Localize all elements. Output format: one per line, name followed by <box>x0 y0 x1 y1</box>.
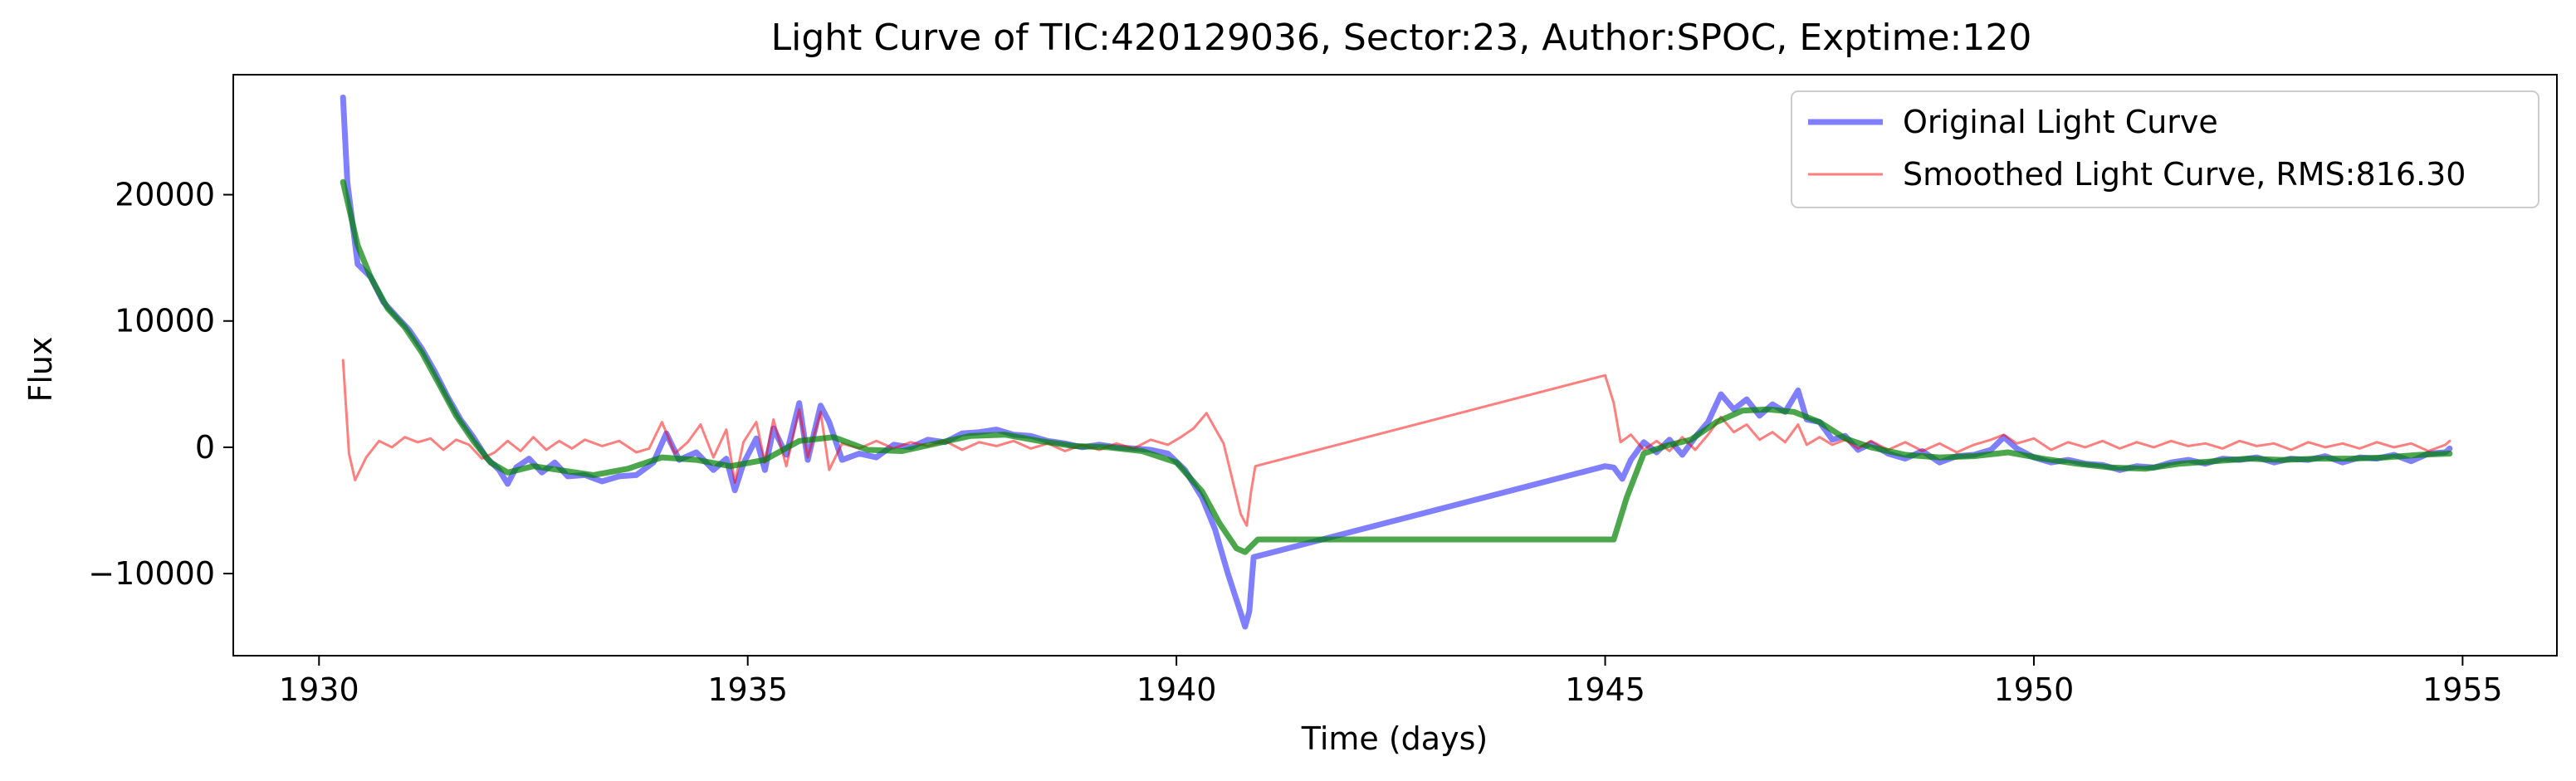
plot-frame <box>232 74 2558 657</box>
x-tick-label: 1940 <box>1136 671 1217 708</box>
trend-line <box>340 178 2453 555</box>
smoothed-light-curve-line <box>341 359 2451 527</box>
x-tick-label: 1935 <box>707 671 788 708</box>
legend-box <box>1791 90 2539 208</box>
legend-label-original: Original Light Curve <box>1903 104 2218 140</box>
y-tick-label: 0 <box>195 429 215 466</box>
y-axis-ticks: 20000 10000 0 −10000 <box>88 177 233 592</box>
x-tick-label: 1945 <box>1565 671 1645 708</box>
chart-title: Light Curve of TIC:420129036, Sector:23,… <box>771 17 2032 59</box>
y-tick-label: −10000 <box>88 555 215 592</box>
legend: Original Light Curve Smoothed Light Curv… <box>1791 90 2539 208</box>
y-tick-label: 20000 <box>115 177 215 213</box>
x-axis-ticks: 1930 1935 1940 1945 1950 1955 <box>279 656 2503 708</box>
x-tick-label: 1955 <box>2422 671 2503 708</box>
x-axis-label: Time (days) <box>1301 720 1488 757</box>
y-axis-label: Flux <box>22 337 59 403</box>
x-tick-label: 1930 <box>279 671 359 708</box>
plot-lines <box>340 94 2453 630</box>
y-tick-label: 10000 <box>115 303 215 339</box>
x-tick-label: 1950 <box>1994 671 2075 708</box>
legend-label-smoothed: Smoothed Light Curve, RMS:816.30 <box>1903 156 2466 193</box>
